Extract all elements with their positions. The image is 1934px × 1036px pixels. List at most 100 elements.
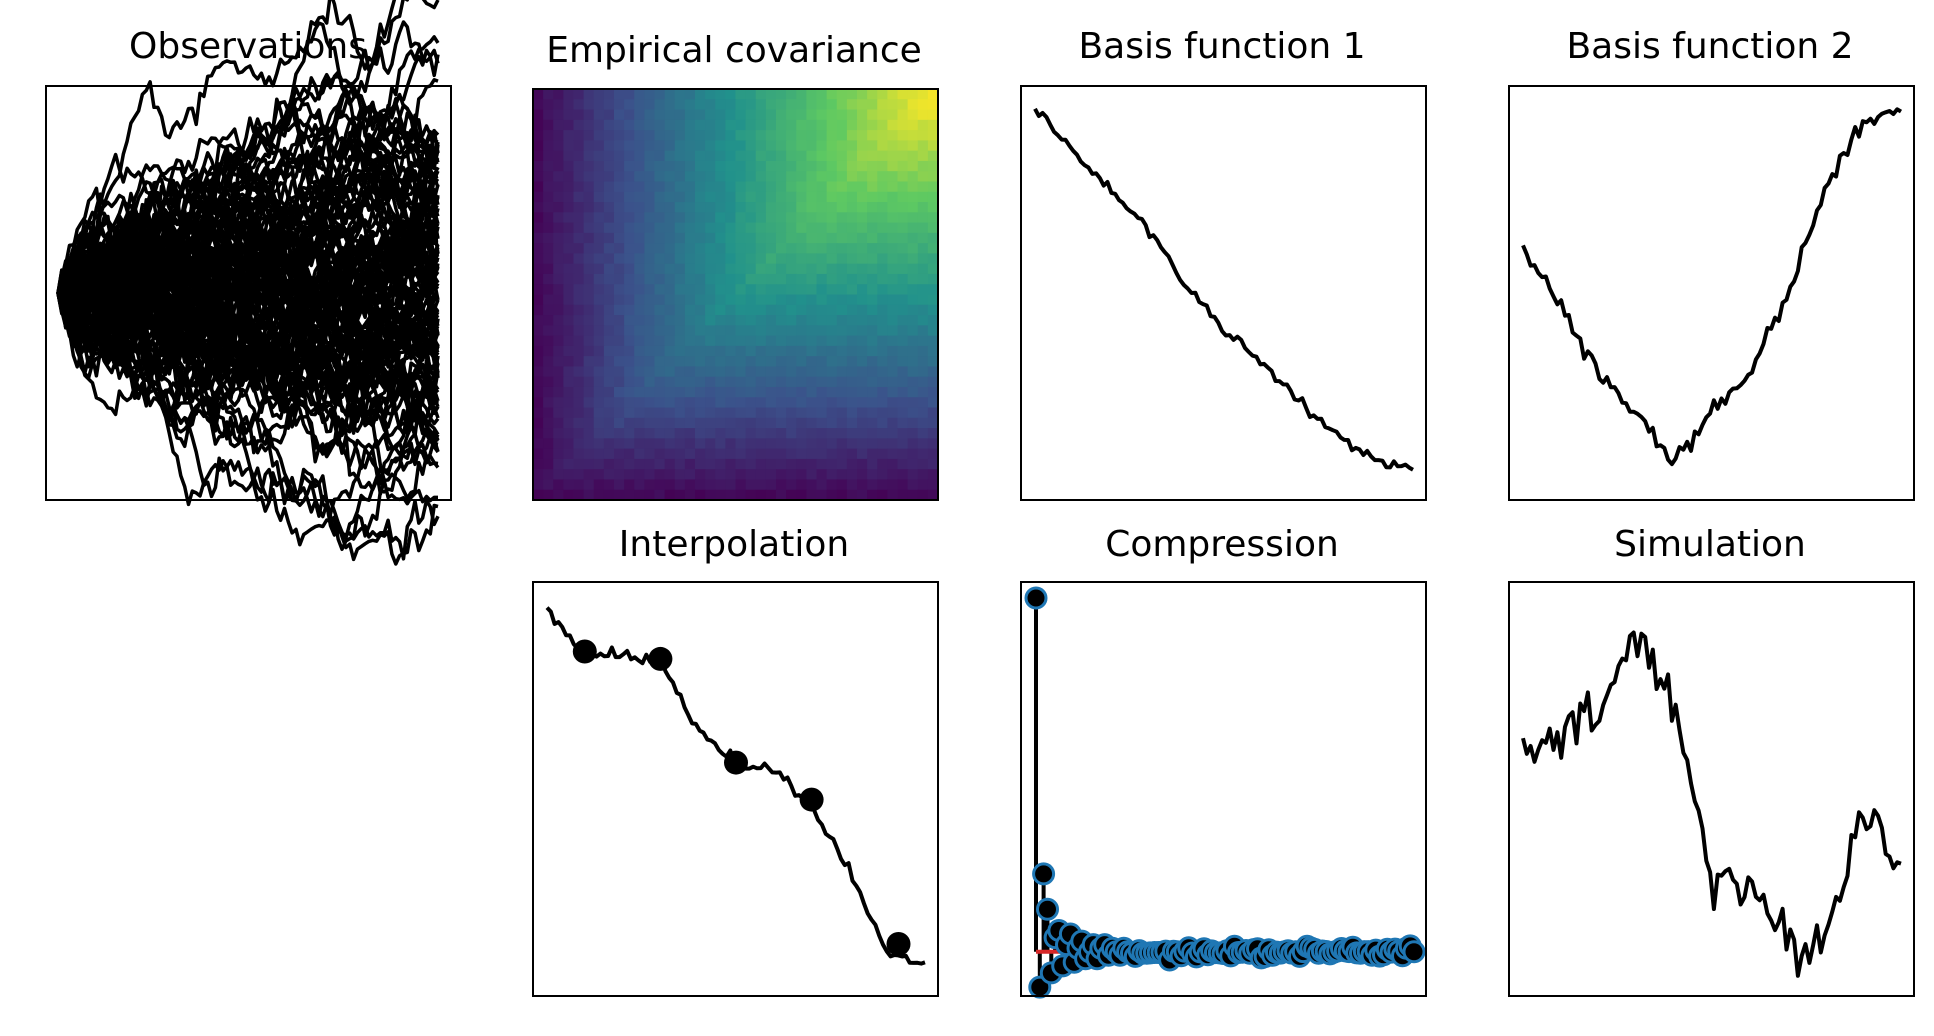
heatmap-cell [695, 253, 706, 265]
heatmap-cell [836, 263, 848, 275]
heatmap-cell [857, 479, 868, 491]
heatmap-cell [624, 489, 635, 501]
heatmap-cell [836, 109, 848, 121]
heatmap-cell [776, 469, 787, 481]
heatmap-cell [664, 109, 676, 121]
heatmap-cell [674, 304, 686, 316]
heatmap-cell [846, 109, 858, 121]
heatmap-cell [846, 315, 858, 326]
heatmap-cell [917, 140, 929, 152]
heatmap-cell [654, 397, 666, 409]
heatmap-cell [614, 284, 625, 296]
compression-marker [1024, 586, 1048, 610]
heatmap-cell [624, 171, 635, 183]
heatmap-cell [776, 438, 787, 450]
heatmap-cell [624, 386, 635, 398]
heatmap-cell [857, 335, 868, 347]
heatmap-cell [735, 469, 747, 481]
heatmap-cell [543, 479, 554, 491]
heatmap-cell [674, 273, 686, 285]
heatmap-cell [796, 448, 807, 460]
heatmap-cell [603, 489, 615, 501]
heatmap-cell [674, 366, 686, 378]
heatmap-cell [826, 417, 838, 429]
heatmap-cell [553, 479, 564, 491]
heatmap-cell [533, 376, 544, 388]
heatmap-cell [573, 273, 585, 285]
heatmap-cell [765, 366, 777, 378]
heatmap-cell [705, 171, 716, 183]
heatmap-cell [836, 304, 848, 316]
heatmap-cell [614, 181, 625, 193]
heatmap-cell [624, 212, 635, 224]
heatmap-cell [674, 284, 686, 296]
heatmap-cell [887, 89, 899, 100]
heatmap-cell [806, 315, 818, 326]
heatmap-cell [836, 212, 848, 224]
heatmap-cell [553, 438, 564, 450]
heatmap-cell [614, 469, 625, 481]
heatmap-cell [695, 315, 706, 326]
heatmap-cell [705, 376, 716, 388]
heatmap-cell [867, 150, 878, 162]
heatmap-cell [826, 181, 838, 193]
heatmap-cell [897, 356, 909, 368]
heatmap-cell [745, 191, 757, 203]
heatmap-cell [917, 243, 929, 255]
heatmap-cell [836, 489, 848, 501]
heatmap-cell [644, 335, 656, 347]
heatmap-cell [857, 263, 868, 275]
heatmap-cell [877, 479, 888, 491]
heatmap-cell [765, 263, 777, 275]
heatmap-cell [897, 89, 909, 100]
heatmap-cell [806, 438, 818, 450]
heatmap-cell [897, 140, 909, 152]
heatmap-cell [776, 458, 787, 470]
panel-title-observations: Observations [129, 26, 367, 67]
heatmap-cell [927, 294, 939, 306]
heatmap-cell [695, 376, 706, 388]
heatmap-cell [907, 119, 919, 131]
heatmap-cell [897, 345, 909, 357]
heatmap-cell [614, 489, 625, 501]
heatmap-cell [917, 356, 929, 368]
heatmap-cell [897, 273, 909, 285]
heatmap-cell [765, 212, 777, 224]
heatmap-cell [826, 191, 838, 203]
interpolation-point [648, 646, 673, 671]
heatmap-cell [857, 119, 868, 131]
heatmap-cell [553, 150, 564, 162]
heatmap-cell [877, 407, 888, 419]
heatmap-cell [543, 202, 554, 213]
heatmap-cell [715, 109, 726, 121]
heatmap-cell [684, 253, 696, 265]
heatmap-cell [583, 284, 595, 296]
heatmap-cell [887, 469, 899, 481]
heatmap-cell [684, 376, 696, 388]
heatmap-cell [684, 479, 696, 491]
heatmap-cell [634, 160, 645, 172]
heatmap-cell [846, 253, 858, 265]
heatmap-cell [573, 407, 585, 419]
heatmap-cell [826, 119, 838, 131]
heatmap-cell [765, 448, 777, 460]
heatmap-cell [776, 273, 787, 285]
heatmap-cell [695, 417, 706, 429]
heatmap-cell [533, 304, 544, 316]
heatmap-cell [806, 253, 818, 265]
heatmap-cell [826, 140, 838, 152]
heatmap-cell [573, 417, 585, 429]
heatmap-cell [644, 479, 656, 491]
heatmap-cell [644, 253, 656, 265]
heatmap-cell [887, 438, 899, 450]
heatmap-cell [603, 325, 615, 337]
heatmap-cell [816, 181, 828, 193]
heatmap-cell [887, 232, 899, 244]
heatmap-cell [624, 345, 635, 357]
heatmap-cell [776, 109, 787, 121]
heatmap-cell [816, 130, 828, 141]
heatmap-cell [846, 469, 858, 481]
heatmap-cell [745, 376, 757, 388]
heatmap-cell [583, 273, 595, 285]
